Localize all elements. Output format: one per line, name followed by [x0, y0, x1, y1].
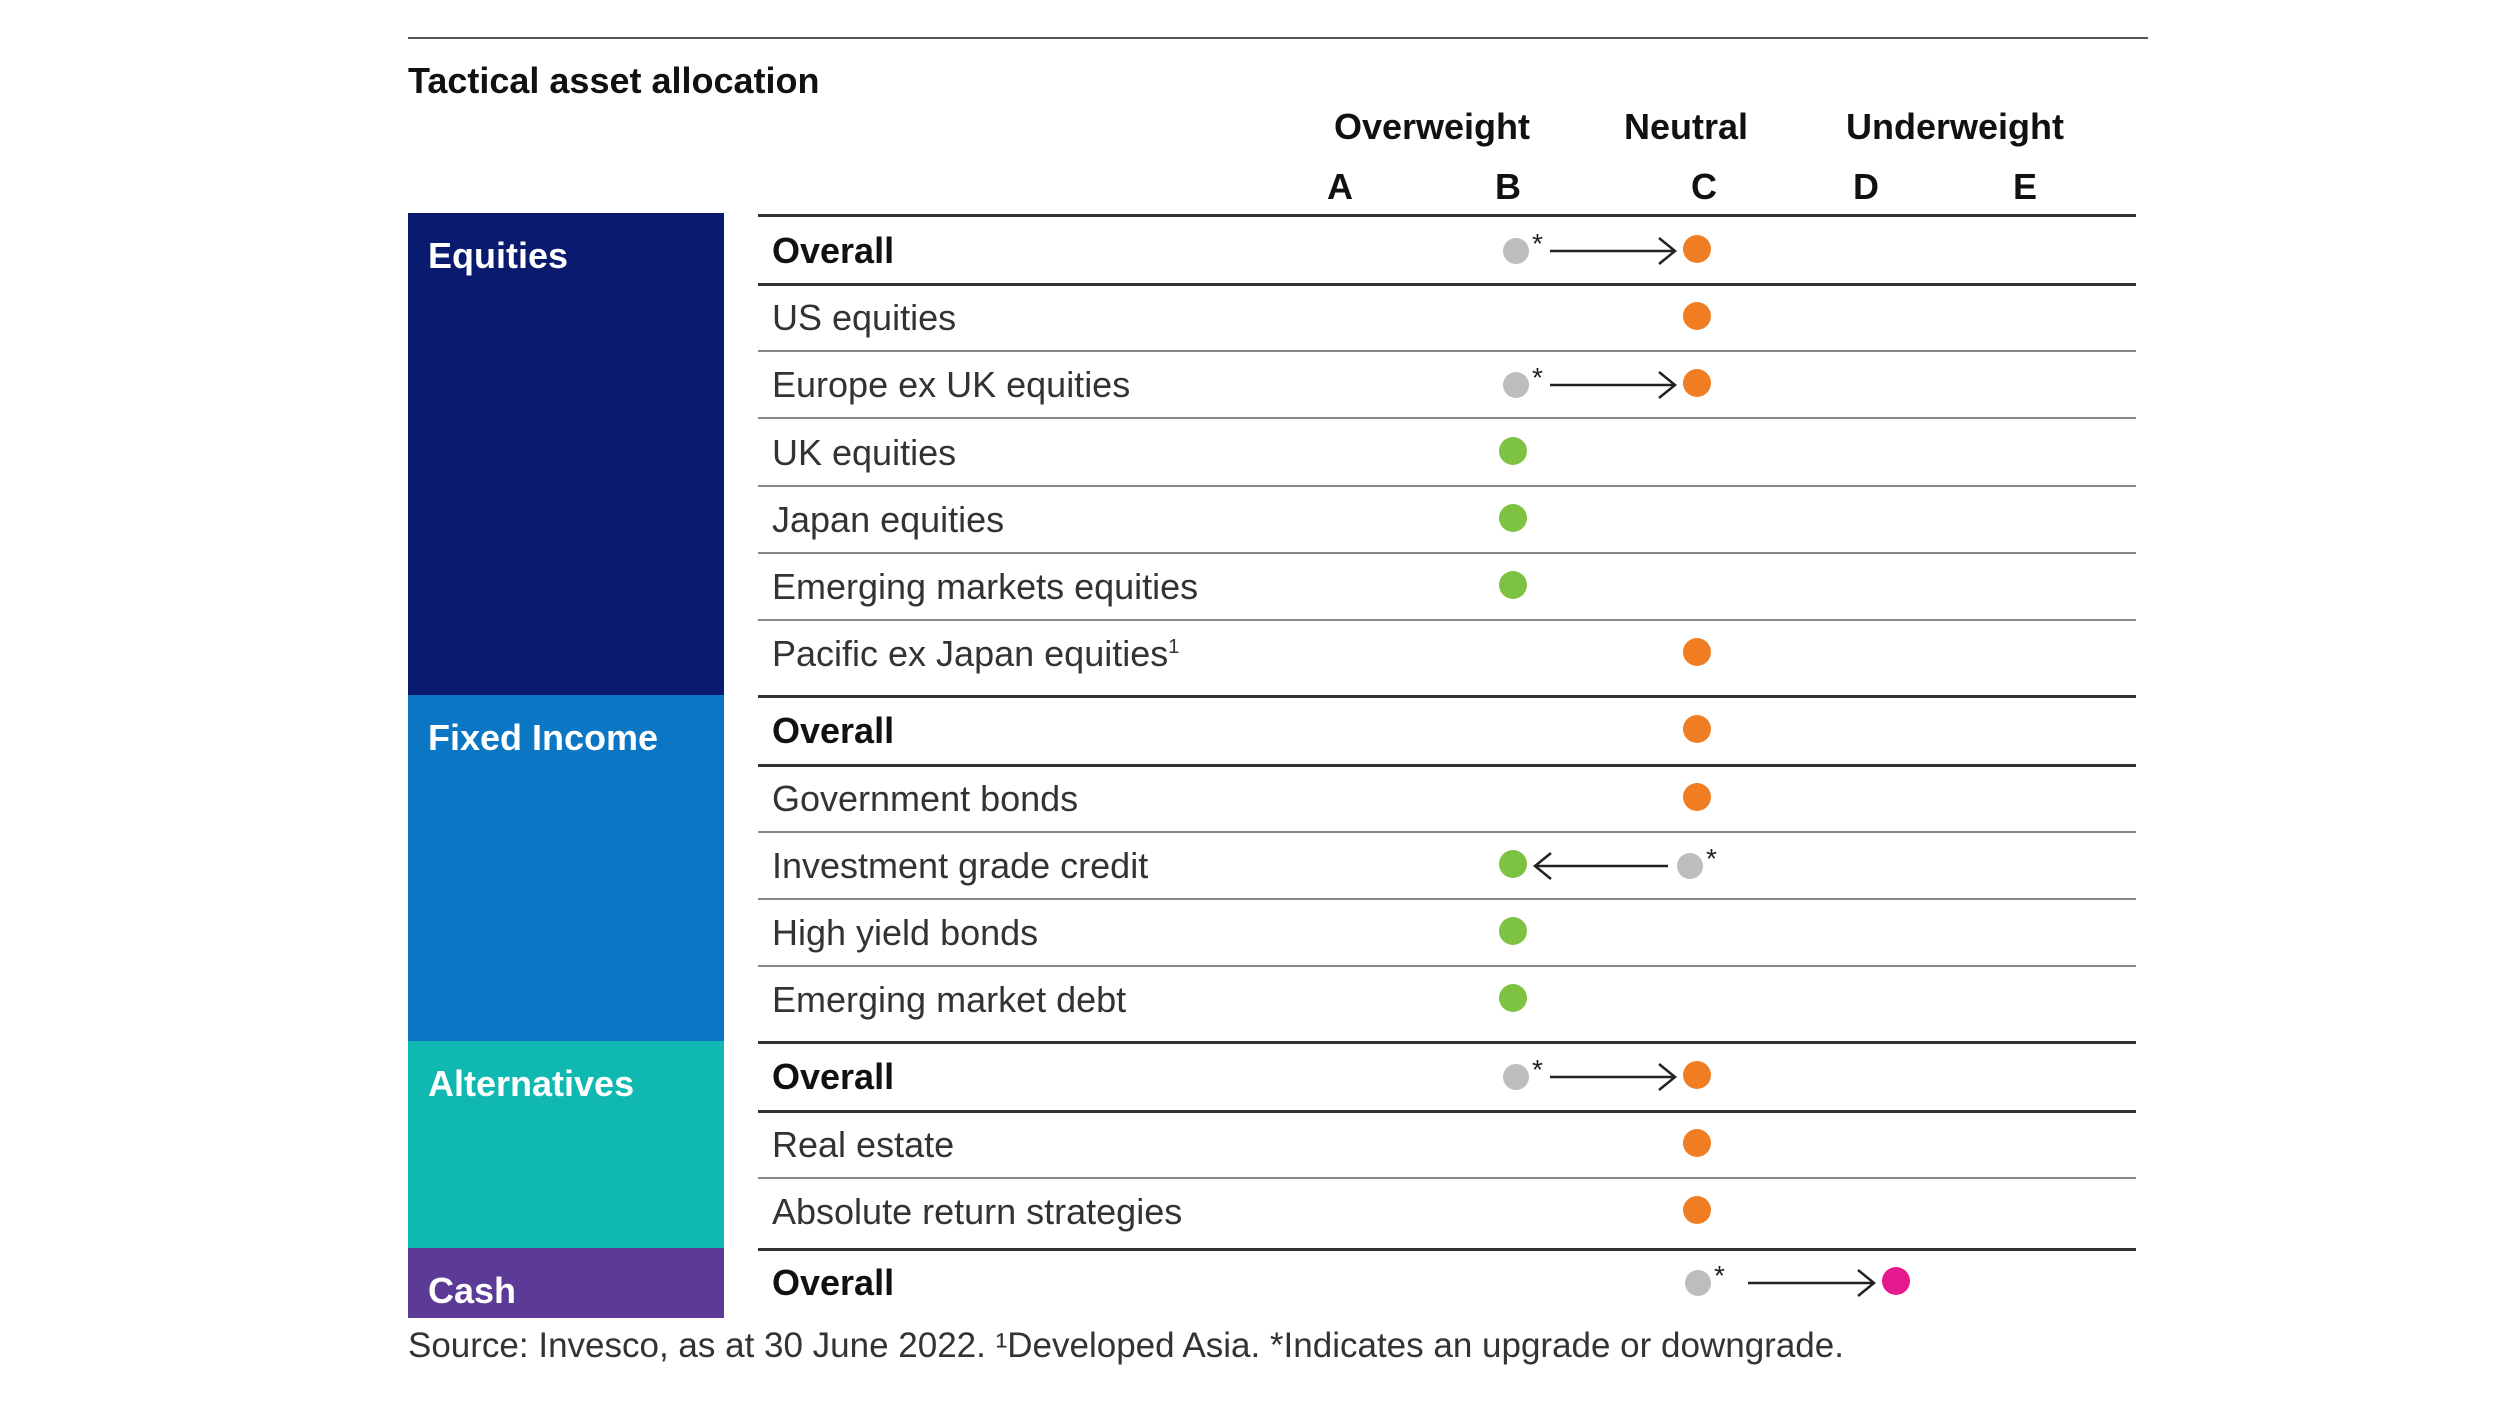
- scale-letter-d: D: [1853, 166, 1879, 207]
- footnote-marker: 1: [1168, 636, 1180, 658]
- row-divider: [758, 1248, 2136, 1251]
- allocation-dot: [1882, 1267, 1910, 1295]
- row-divider: [758, 1110, 2136, 1113]
- row-label: Overall: [772, 230, 895, 271]
- allocation-dot: [1499, 984, 1527, 1012]
- change-arrow-head: [1658, 237, 1677, 265]
- scale-letter-e: E: [2012, 166, 2038, 207]
- row-divider: [758, 965, 2136, 967]
- row-label: Emerging market debt: [772, 979, 1127, 1020]
- change-marker: *: [1714, 1260, 1725, 1291]
- row-label: Real estate: [772, 1124, 955, 1165]
- scale-letter-b: B: [1495, 166, 1521, 207]
- change-arrow-head: [1658, 1063, 1677, 1091]
- row-label: High yield bonds: [772, 912, 1039, 953]
- allocation-dot: [1683, 369, 1711, 397]
- header-rule: [758, 214, 2136, 217]
- allocation-dot: [1683, 715, 1711, 743]
- row-label: US equities: [772, 297, 957, 338]
- previous-position-dot: [1685, 1270, 1711, 1296]
- scale-letter-c: C: [1691, 166, 1717, 207]
- row-divider: [758, 764, 2136, 767]
- allocation-dot: [1499, 504, 1527, 532]
- previous-position-dot: [1503, 372, 1529, 398]
- row-label: Overall: [772, 1056, 895, 1097]
- change-arrow-head: [1857, 1269, 1876, 1297]
- row-divider: [758, 831, 2136, 833]
- allocation-dot: [1499, 850, 1527, 878]
- row-divider: [758, 695, 2136, 698]
- allocation-dot: [1499, 437, 1527, 465]
- group-fixed-income-label: Fixed Income: [428, 717, 659, 758]
- row-label: Absolute return strategies: [772, 1191, 1183, 1232]
- row-label: Pacific ex Japan equities1: [772, 633, 1180, 674]
- source-note: Source: Invesco, as at 30 June 2022. ¹De…: [408, 1326, 1844, 1365]
- group-cash: Cash: [408, 1248, 724, 1318]
- previous-position-dot: [1503, 1064, 1529, 1090]
- row-divider: [758, 1041, 2136, 1044]
- row-label: Overall: [772, 710, 895, 751]
- table-title: Tactical asset allocation: [408, 60, 820, 101]
- row-divider: [758, 485, 2136, 487]
- header-neutral: Neutral: [1623, 106, 1749, 147]
- change-marker: *: [1706, 843, 1717, 874]
- change-marker: *: [1532, 362, 1543, 393]
- row-label: Investment grade credit: [772, 845, 1149, 886]
- allocation-dot: [1499, 571, 1527, 599]
- group-fixed-income: Fixed Income: [408, 695, 724, 1041]
- row-label: Europe ex UK equities: [772, 364, 1131, 405]
- allocation-dot: [1683, 1196, 1711, 1224]
- row-label: Emerging markets equities: [772, 566, 1199, 607]
- change-arrow-head: [1658, 371, 1677, 399]
- previous-position-dot: [1503, 238, 1529, 264]
- change-marker: *: [1532, 228, 1543, 259]
- row-divider: [758, 1177, 2136, 1179]
- row-label: Japan equities: [772, 499, 1005, 540]
- allocation-dot: [1499, 917, 1527, 945]
- group-equities: Equities: [408, 213, 724, 695]
- allocation-dot: [1683, 1061, 1711, 1089]
- allocation-dot: [1683, 638, 1711, 666]
- group-alternatives: Alternatives: [408, 1041, 724, 1248]
- header-underweight: Underweight: [1845, 106, 2065, 147]
- row-divider: [758, 350, 2136, 352]
- row-divider: [758, 417, 2136, 419]
- allocation-dot: [1683, 1129, 1711, 1157]
- row-divider: [758, 619, 2136, 621]
- allocation-dot: [1683, 783, 1711, 811]
- allocation-dot: [1683, 235, 1711, 263]
- row-divider: [758, 552, 2136, 554]
- change-arrow-head: [1533, 852, 1552, 880]
- group-equities-label: Equities: [428, 235, 569, 276]
- row-label: Overall: [772, 1262, 895, 1303]
- change-marker: *: [1532, 1054, 1543, 1085]
- header-overweight: Overweight: [1333, 106, 1531, 147]
- group-alternatives-label: Alternatives: [428, 1063, 635, 1104]
- group-cash-label: Cash: [428, 1270, 517, 1311]
- top-rule: [408, 37, 2148, 39]
- scale-letter-a: A: [1327, 166, 1353, 207]
- row-divider: [758, 898, 2136, 900]
- allocation-dot: [1683, 302, 1711, 330]
- row-divider: [758, 283, 2136, 286]
- row-label: UK equities: [772, 432, 957, 473]
- row-label: Government bonds: [772, 778, 1079, 819]
- previous-position-dot: [1677, 853, 1703, 879]
